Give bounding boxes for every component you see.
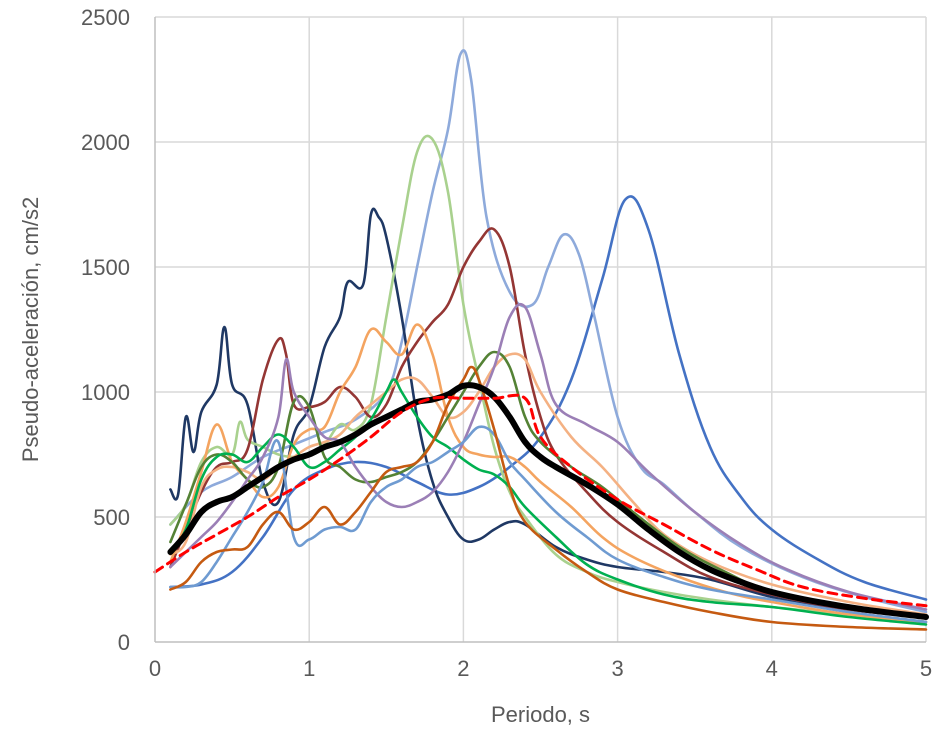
series-line-1 [169, 195, 928, 601]
y-tick-label: 2000 [81, 130, 130, 155]
y-tick-label: 500 [93, 505, 130, 530]
series-line-11 [169, 425, 928, 624]
tick-labels: 0 1 2 3 4 5 0 500 1000 1500 2000 2500 [81, 5, 932, 681]
x-tick-label: 2 [457, 656, 469, 681]
y-tick-label: 1500 [81, 255, 130, 280]
x-tick-label: 3 [611, 656, 623, 681]
x-tick-label: 5 [920, 656, 932, 681]
x-tick-label: 1 [303, 656, 315, 681]
series-line-design [153, 393, 928, 608]
x-axis-title: Periodo, s [491, 702, 590, 727]
series-line-9 [169, 378, 928, 626]
grid [155, 16, 927, 642]
series-line-5 [169, 227, 928, 619]
axes [154, 17, 926, 643]
y-tick-label: 2500 [81, 5, 130, 30]
series-line-4 [169, 134, 928, 624]
series-line-2 [169, 49, 928, 614]
x-tick-label: 0 [149, 656, 161, 681]
series-line-12 [169, 365, 928, 631]
y-tick-label: 1000 [81, 380, 130, 405]
series-line-7 [169, 323, 928, 624]
series-line-6 [169, 352, 928, 616]
x-tick-label: 4 [766, 656, 778, 681]
series-group [153, 49, 929, 631]
series-line-3 [169, 207, 928, 624]
y-axis-title: Pseudo-aceleración, cm/s2 [18, 197, 43, 462]
series-line-10 [169, 302, 928, 611]
y-tick-label: 0 [118, 630, 130, 655]
